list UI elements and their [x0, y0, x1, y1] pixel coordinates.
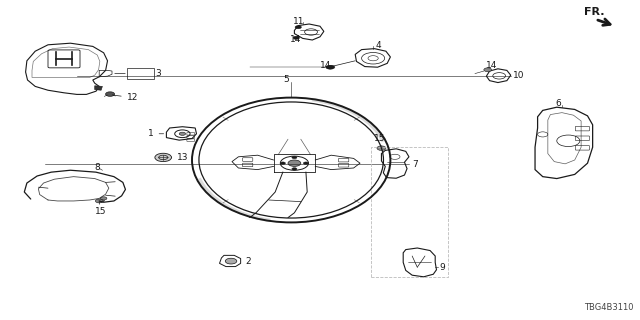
- Text: 8: 8: [95, 163, 100, 172]
- Circle shape: [303, 162, 308, 164]
- Circle shape: [295, 26, 301, 29]
- Circle shape: [288, 160, 301, 166]
- Circle shape: [292, 156, 297, 159]
- Text: 15: 15: [95, 202, 106, 216]
- Text: 9: 9: [440, 263, 445, 272]
- Circle shape: [98, 199, 104, 202]
- Text: FR.: FR.: [584, 7, 604, 17]
- Circle shape: [327, 65, 335, 69]
- Polygon shape: [95, 86, 102, 90]
- Circle shape: [377, 146, 386, 150]
- Text: 3: 3: [155, 69, 161, 78]
- Circle shape: [95, 199, 103, 203]
- Circle shape: [100, 197, 107, 200]
- Circle shape: [326, 65, 333, 69]
- Text: 13: 13: [172, 153, 189, 162]
- Circle shape: [155, 153, 172, 162]
- Text: 14: 14: [320, 61, 332, 70]
- Text: 15: 15: [374, 134, 386, 146]
- Text: 7: 7: [412, 160, 418, 169]
- Circle shape: [106, 92, 115, 96]
- Text: 12: 12: [113, 93, 138, 102]
- Text: 11: 11: [293, 17, 305, 26]
- Text: 14: 14: [290, 35, 301, 44]
- Text: 10: 10: [513, 71, 525, 80]
- Circle shape: [179, 132, 186, 135]
- Text: 2: 2: [245, 257, 251, 266]
- Text: 6: 6: [556, 100, 561, 108]
- Text: TBG4B3110: TBG4B3110: [584, 303, 634, 312]
- Circle shape: [225, 258, 237, 264]
- Circle shape: [280, 162, 285, 164]
- Text: 1: 1: [148, 129, 164, 138]
- Circle shape: [484, 68, 492, 72]
- Text: 5: 5: [284, 76, 289, 84]
- Circle shape: [292, 168, 297, 170]
- Circle shape: [293, 36, 300, 39]
- Text: 4: 4: [376, 41, 381, 50]
- Text: 14: 14: [486, 61, 498, 70]
